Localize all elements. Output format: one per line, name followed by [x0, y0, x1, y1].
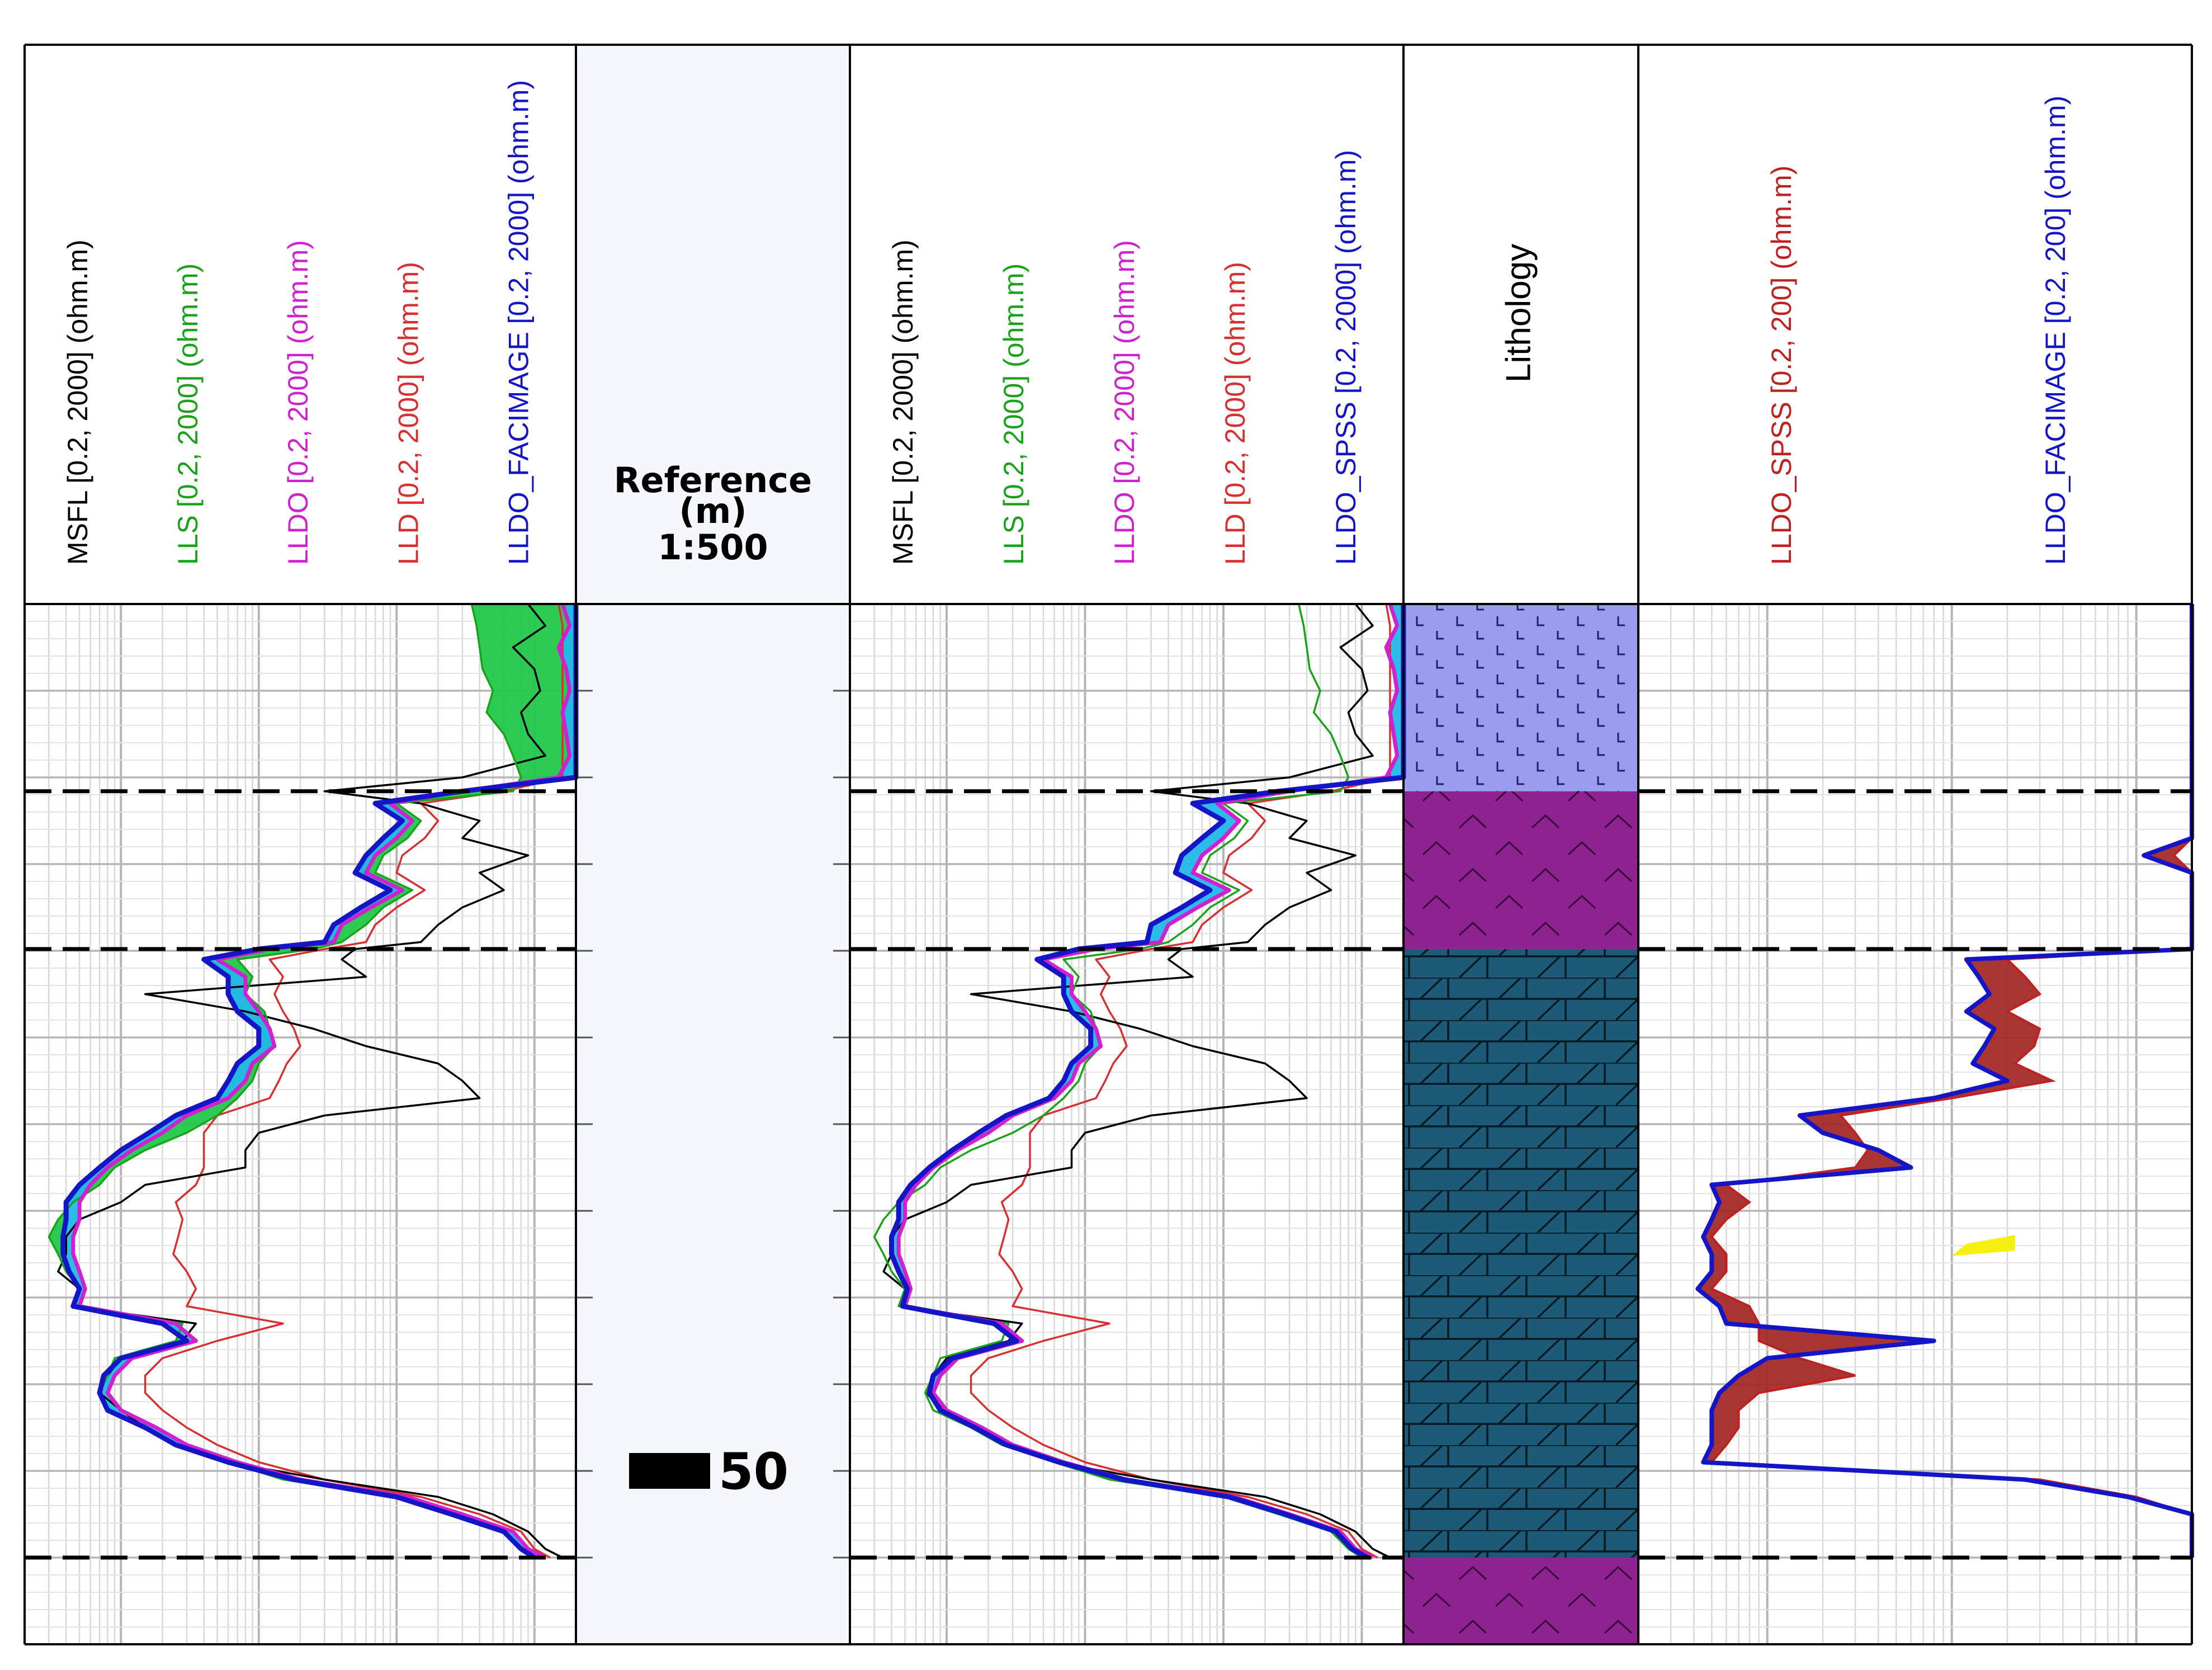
- lithology-interval-evaporite: [1403, 1558, 1638, 1644]
- formation-tops: [25, 789, 2192, 1560]
- track-headers: 50 MSFL [0.2, 2000] (ohm.m) LLS [0.2, 2000…: [62, 80, 2071, 1501]
- track2-header-msfl: MSFL [0.2, 2000] (ohm.m): [887, 239, 919, 565]
- track2-curve-lldo_spss: [889, 604, 1406, 1560]
- track1-header-lldo_facimage: LLDO_FACIMAGE [0.2, 2000] (ohm.m): [503, 80, 535, 565]
- lithology-interval-evaporite: [1403, 791, 1638, 949]
- track1-curve-lldo_facimage: [60, 604, 579, 1560]
- track2-header-lldo_spss: LLDO_SPSS [0.2, 2000] (ohm.m): [1330, 150, 1362, 565]
- track3-header-lldo-spss: LLDO_SPSS [0.2, 200] (ohm.m): [1766, 166, 1797, 565]
- lithology-interval-anhydrite: [1403, 604, 1638, 791]
- track2-header-lldo: LLDO [0.2, 2000] (ohm.m): [1109, 240, 1140, 565]
- reference-track-background: [576, 45, 850, 1644]
- reference-header-line-3: 1:500: [658, 527, 768, 568]
- track1-header-lld: LLD [0.2, 2000] (ohm.m): [393, 262, 424, 565]
- lithology-interval-dolomite: [1403, 949, 1638, 1558]
- lithology-column: [1403, 604, 1638, 1644]
- track1-lls-fill: [49, 604, 576, 1558]
- log-curves: [48, 603, 2194, 1560]
- reference-header-line-1: Reference: [614, 460, 812, 501]
- track3-header-lldo-facimage: LLDO_FACIMAGE [0.2, 200] (ohm.m): [2040, 96, 2071, 565]
- depth-label-marker: [629, 1453, 710, 1489]
- track3-highlight-fill: [1951, 1235, 2015, 1256]
- track1-header-lldo: LLDO [0.2, 2000] (ohm.m): [282, 240, 314, 565]
- track2-curve-lls: [873, 603, 1363, 1559]
- lithology-header: Lithology: [1499, 244, 1538, 383]
- track1-header-msfl: MSFL [0.2, 2000] (ohm.m): [62, 239, 93, 565]
- reference-header-line-2: (m): [679, 490, 746, 531]
- track2-header-lls: LLS [0.2, 2000] (ohm.m): [998, 263, 1029, 565]
- track2-header-lld: LLD [0.2, 2000] (ohm.m): [1220, 262, 1251, 565]
- depth-label: 50: [719, 1442, 788, 1501]
- track1-header-lls: LLS [0.2, 2000] (ohm.m): [172, 263, 204, 565]
- track-frames: [23, 44, 2193, 1645]
